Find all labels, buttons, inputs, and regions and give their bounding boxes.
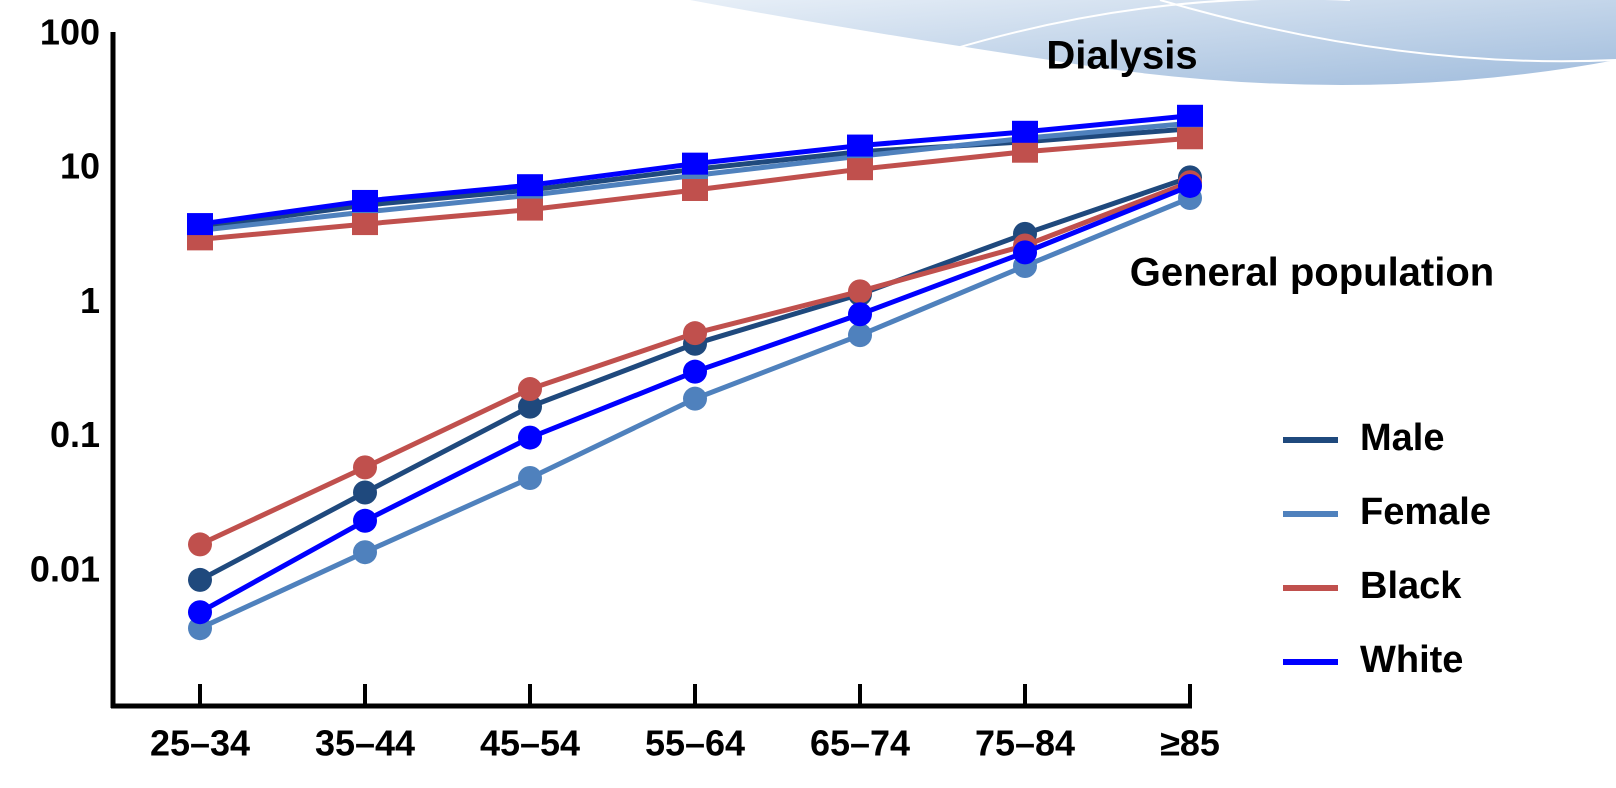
point	[352, 213, 378, 236]
annotation-general: General population	[1130, 251, 1494, 295]
point	[683, 359, 707, 384]
point	[352, 189, 378, 212]
point	[353, 480, 377, 505]
point	[1177, 127, 1203, 150]
point	[353, 508, 377, 533]
x-tick-label: 75–84	[975, 723, 1075, 764]
x-tick-label: 35–44	[315, 723, 415, 764]
point	[517, 198, 543, 221]
x-tick-label: ≥85	[1160, 723, 1220, 764]
point	[682, 178, 708, 201]
point	[188, 600, 212, 625]
point	[518, 377, 542, 402]
point	[1012, 140, 1038, 163]
point	[518, 394, 542, 419]
point	[518, 465, 542, 490]
point	[187, 213, 213, 236]
y-tick-label: 10	[60, 146, 100, 187]
point	[188, 532, 212, 557]
x-tick-label: 45–54	[480, 723, 580, 764]
legend-label: Black	[1360, 565, 1462, 607]
point	[682, 152, 708, 175]
point	[1013, 240, 1037, 265]
point	[517, 174, 543, 197]
y-tick-label: 1	[80, 280, 100, 321]
point	[518, 425, 542, 450]
point	[1012, 120, 1038, 143]
series-line	[198, 195, 1191, 631]
y-tick-label: 0.1	[50, 414, 100, 455]
legend-label: Male	[1360, 417, 1444, 459]
x-tick-label: 65–74	[810, 723, 910, 764]
point	[1178, 173, 1202, 198]
x-tick-label: 55–64	[645, 723, 745, 764]
point	[848, 279, 872, 304]
point	[683, 321, 707, 346]
legend-label: White	[1360, 639, 1463, 681]
y-tick-label: 100	[40, 12, 100, 53]
point	[847, 158, 873, 181]
point	[848, 323, 872, 348]
point	[353, 540, 377, 565]
background-swoosh	[690, 0, 1616, 85]
legend-label: Female	[1360, 491, 1491, 533]
point	[847, 134, 873, 157]
point	[353, 455, 377, 480]
x-tick-label: 25–34	[150, 723, 250, 764]
point	[188, 567, 212, 592]
point	[683, 386, 707, 411]
point	[848, 302, 872, 327]
annotation-dialysis: Dialysis	[1046, 34, 1197, 78]
y-tick-label: 0.01	[30, 548, 100, 589]
point	[1177, 104, 1203, 127]
